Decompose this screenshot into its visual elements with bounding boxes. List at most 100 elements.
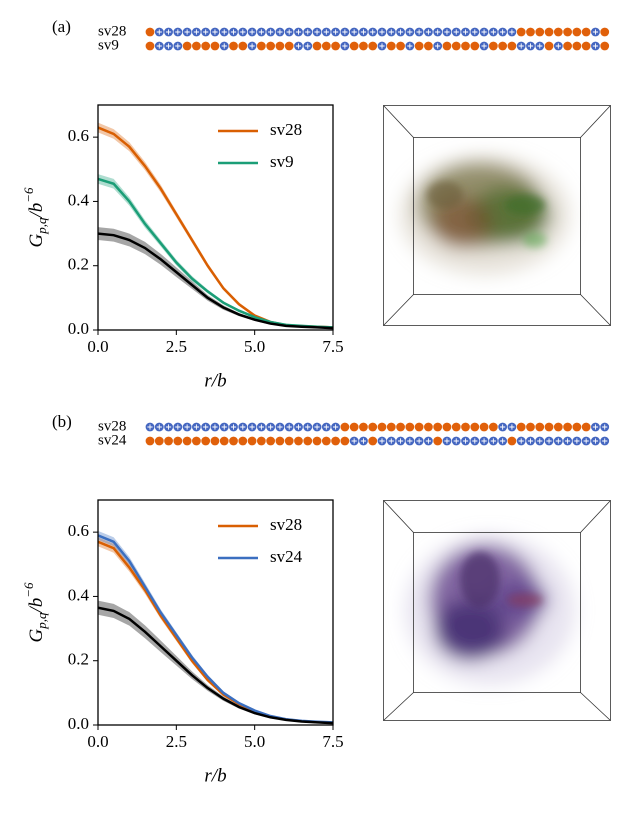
x-tick-label: 5.0	[244, 732, 265, 751]
bead-plus	[156, 43, 162, 49]
bead-plus	[379, 29, 385, 35]
bead	[340, 436, 350, 446]
bead-plus	[416, 438, 422, 444]
bead	[516, 422, 526, 432]
bead	[275, 436, 285, 446]
bead	[331, 41, 340, 51]
bead-plus	[444, 29, 450, 35]
y-tick-label: 0.0	[68, 319, 89, 338]
bead-plus	[203, 29, 209, 35]
bead-plus	[407, 29, 413, 35]
bead	[488, 422, 498, 432]
bead	[396, 422, 405, 432]
series-line	[98, 232, 333, 330]
bead-plus	[165, 29, 172, 35]
bead	[349, 41, 359, 51]
bead	[572, 41, 582, 51]
bead-plus	[388, 438, 394, 444]
bead-plus	[518, 438, 524, 444]
y-label-part: p,q	[34, 612, 49, 630]
bead-plus	[165, 424, 172, 430]
bead	[192, 41, 201, 51]
legend-label: sv9	[270, 152, 294, 171]
bead-plus	[165, 43, 172, 49]
bead-plus	[175, 424, 181, 430]
y-label-part: p,q	[34, 217, 49, 235]
y-tick-label: 0.6	[68, 126, 89, 145]
render-a	[383, 105, 611, 326]
bead-plus	[286, 29, 292, 35]
y-label-part: −6	[21, 187, 36, 203]
bead	[442, 41, 452, 51]
bead-plus	[444, 438, 450, 444]
bead-plus	[537, 438, 543, 444]
bead	[572, 422, 582, 432]
bead-plus	[379, 43, 385, 49]
x-tick-label: 7.5	[322, 337, 343, 356]
bead-plus	[527, 438, 534, 444]
bead	[451, 422, 461, 432]
bead-plus	[277, 29, 283, 35]
bead	[210, 436, 220, 446]
series-line	[98, 606, 333, 725]
bead-plus	[500, 29, 506, 35]
x-tick-label: 5.0	[244, 337, 265, 356]
bead-plus	[472, 29, 478, 35]
bead	[433, 422, 443, 432]
bead-plus	[574, 438, 580, 444]
y-label-part: /b	[26, 203, 47, 219]
x-axis-label: r/b	[204, 765, 226, 786]
y-label-part: G	[26, 234, 47, 248]
bead	[553, 27, 563, 37]
y-axis-label: Gp,q/b−6	[21, 187, 49, 248]
bead-plus	[453, 29, 459, 35]
y-label-part: /b	[26, 598, 47, 614]
bead-plus	[462, 29, 469, 35]
bead-plus	[286, 424, 292, 430]
bead	[210, 41, 220, 51]
bead-plus	[268, 424, 274, 430]
bead-plus	[212, 424, 218, 430]
bead-plus	[342, 29, 348, 35]
bead	[563, 41, 572, 51]
bead	[284, 436, 294, 446]
legend-label: sv28	[270, 120, 302, 139]
bead	[535, 27, 545, 37]
bead	[424, 422, 433, 432]
bead-plus	[453, 438, 459, 444]
bead	[600, 41, 610, 51]
bead	[414, 41, 424, 51]
bead-plus	[565, 438, 571, 444]
error-band	[98, 600, 333, 724]
y-tick-label: 0.4	[68, 190, 90, 209]
bead	[424, 41, 433, 51]
bead-plus	[156, 29, 162, 35]
bead-plus	[193, 424, 199, 430]
bead-plus	[249, 29, 255, 35]
sequence-name: sv28	[98, 23, 126, 39]
bead-plus	[230, 29, 237, 35]
axes-frame	[97, 499, 334, 726]
bead	[581, 27, 591, 37]
bead-plus	[407, 438, 413, 444]
bead-plus	[472, 438, 478, 444]
bead-plus	[462, 438, 469, 444]
error-band	[98, 227, 333, 329]
bead	[192, 436, 201, 446]
bead	[145, 41, 155, 51]
bead-plus	[277, 424, 283, 430]
sequence-name: sv24	[98, 432, 127, 448]
bead-plus	[156, 424, 162, 430]
bead	[238, 436, 248, 446]
bead	[442, 422, 452, 432]
y-tick-label: 0.0	[68, 714, 89, 733]
bead	[507, 41, 517, 51]
bead	[544, 41, 554, 51]
bead-plus	[240, 29, 246, 35]
bead	[182, 41, 192, 51]
render-b	[383, 500, 611, 721]
bead-plus	[258, 424, 264, 430]
